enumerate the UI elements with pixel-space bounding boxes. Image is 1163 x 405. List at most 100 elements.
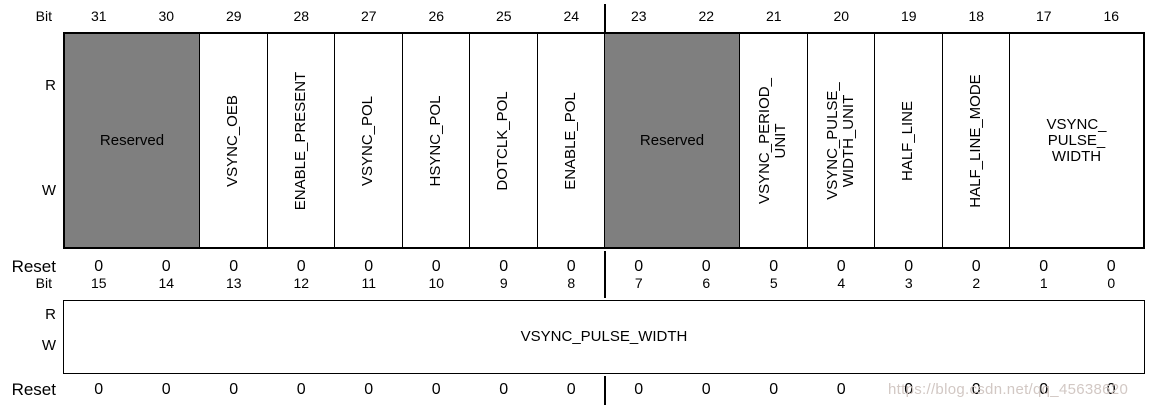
byte-boundary-divider-middle [604, 251, 606, 298]
reset-value: 0 [499, 258, 509, 275]
bit-number: 22 [698, 8, 715, 24]
reset-value: 0 [1039, 258, 1049, 275]
bit-number-row-lower: Bit 15 14 13 12 11 10 9 8 7 6 5 4 3 2 1 0 [0, 274, 1145, 292]
bit-number: 13 [225, 275, 242, 291]
reset-value: 0 [836, 258, 846, 275]
bit-number: 10 [428, 275, 445, 291]
bit-number: 23 [630, 8, 647, 24]
bit-number: 7 [634, 275, 643, 291]
read-access-label-lower: R [45, 306, 56, 323]
reset-value: 0 [364, 381, 374, 398]
reset-value: 0 [566, 381, 576, 398]
reset-value: 0 [1106, 381, 1116, 398]
bit-number: 6 [702, 275, 711, 291]
field-label: VSYNC_OEB [224, 94, 242, 187]
byte-boundary-divider-bottom [604, 376, 606, 405]
bit-number: 24 [563, 8, 580, 24]
field-label: DOTCLK_POL [494, 90, 512, 191]
register-field-cell: HALF_LINE [875, 34, 943, 247]
bit-number: 2 [972, 275, 981, 291]
register-field-cell: VSYNC_PULSE_ WIDTH_UNIT [807, 34, 875, 247]
reset-value: 0 [431, 258, 441, 275]
bit-number: 21 [765, 8, 782, 24]
bit-number: 14 [158, 275, 175, 291]
field-label: VSYNC_ PULSE_ WIDTH [1046, 115, 1107, 165]
reserved-field-cell: Reserved [605, 34, 740, 247]
bit-number: 18 [968, 8, 985, 24]
register-field-cell: VSYNC_PERIOD_ UNIT [740, 34, 808, 247]
register-field-cell: VSYNC_POL [335, 34, 403, 247]
reset-value: 0 [701, 381, 711, 398]
bit-number: 16 [1103, 8, 1120, 24]
reset-value: 0 [499, 381, 509, 398]
row-gutter-label: Reset [11, 380, 56, 399]
bit-number: 30 [158, 8, 175, 24]
bit-number: 1 [1039, 275, 1048, 291]
reset-value: 0 [229, 258, 239, 275]
bit-number: 20 [833, 8, 850, 24]
reset-value: 0 [296, 381, 306, 398]
bit-number: 28 [293, 8, 310, 24]
bit-number: 4 [837, 275, 846, 291]
bit-number: 11 [361, 275, 377, 291]
reset-value: 0 [904, 381, 914, 398]
reserved-field-cell: Reserved [65, 34, 200, 247]
reset-value: 0 [971, 258, 981, 275]
write-access-label-lower: W [41, 337, 56, 354]
field-label: Reserved [639, 131, 705, 149]
read-access-label-upper: R [45, 77, 56, 94]
reset-value: 0 [161, 381, 171, 398]
bit-number: 29 [225, 8, 242, 24]
reset-value: 0 [161, 258, 171, 275]
reset-row-upper: Reset 0 0 0 0 0 0 0 0 0 0 0 0 0 0 0 0 [0, 257, 1145, 277]
register-field-cell: ENABLE_PRESENT [267, 34, 335, 247]
bit-number: 26 [428, 8, 445, 24]
reset-value: 0 [94, 381, 104, 398]
field-table-upper: Reserved VSYNC_OEB ENABLE_PRESENT VSYNC_POL… [63, 32, 1145, 249]
write-access-label-upper: W [41, 182, 56, 199]
row-gutter-label: Reset [11, 257, 56, 276]
bit-number: 12 [293, 275, 310, 291]
reset-value: 0 [431, 381, 441, 398]
register-field-cell: VSYNC_OEB [200, 34, 268, 247]
field-label: HSYNC_POL [426, 95, 444, 186]
field-label: VSYNC_PULSE_WIDTH [520, 328, 688, 345]
reset-value: 0 [634, 381, 644, 398]
reset-value: 0 [364, 258, 374, 275]
reset-value: 0 [566, 258, 576, 275]
reset-value: 0 [1039, 381, 1049, 398]
field-label: ENABLE_PRESENT [291, 71, 309, 210]
reset-value: 0 [701, 258, 711, 275]
byte-boundary-divider-top [604, 4, 606, 32]
bit-number: 19 [900, 8, 917, 24]
bit-number: 15 [90, 275, 107, 291]
field-label: ENABLE_POL [561, 91, 579, 190]
reset-value: 0 [971, 381, 981, 398]
bit-number: 17 [1035, 8, 1052, 24]
field-label: Reserved [99, 131, 165, 149]
reset-value: 0 [1106, 258, 1116, 275]
register-field-cell: VSYNC_PULSE_WIDTH [64, 301, 1144, 373]
bit-number: 8 [567, 275, 576, 291]
row-gutter-label: Bit [35, 8, 52, 24]
reset-value: 0 [904, 258, 914, 275]
register-field-cell: HALF_LINE_MODE [942, 34, 1010, 247]
bit-number: 5 [769, 275, 778, 291]
register-field-cell: VSYNC_ PULSE_ WIDTH [1010, 34, 1143, 247]
bit-number: 25 [495, 8, 512, 24]
bit-number: 3 [904, 275, 913, 291]
field-label: HALF_LINE [899, 100, 917, 181]
bit-number: 0 [1107, 275, 1116, 291]
reset-value: 0 [769, 381, 779, 398]
reset-value: 0 [296, 258, 306, 275]
register-field-cell: DOTCLK_POL [470, 34, 538, 247]
reset-value: 0 [769, 258, 779, 275]
register-field-cell: ENABLE_POL [537, 34, 605, 247]
reset-value: 0 [836, 381, 846, 398]
reset-value: 0 [634, 258, 644, 275]
field-table-lower: VSYNC_PULSE_WIDTH [63, 300, 1145, 374]
field-label: HALF_LINE_MODE [966, 73, 984, 208]
bit-number: 31 [90, 8, 107, 24]
reset-row-lower: Reset 0 0 0 0 0 0 0 0 0 0 0 0 0 0 0 0 [0, 380, 1145, 400]
